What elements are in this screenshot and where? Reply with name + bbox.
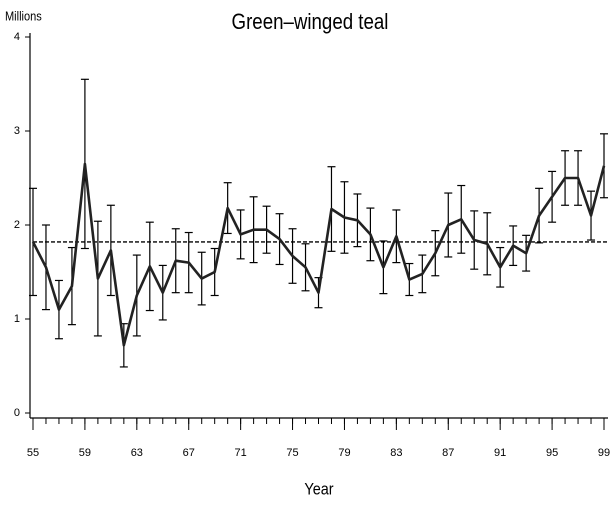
x-tick-label: 75 <box>286 447 298 459</box>
y-tick-label: 3 <box>14 125 20 137</box>
x-tick-label: 67 <box>183 447 195 459</box>
x-tick-label: 91 <box>494 447 506 459</box>
y-tick-label: 0 <box>14 407 20 419</box>
x-axis-label: Year <box>304 480 333 498</box>
y-tick-label: 4 <box>14 31 20 43</box>
x-tick-label: 63 <box>131 447 143 459</box>
x-tick-label: 83 <box>390 447 402 459</box>
y-tick-label: 2 <box>14 219 20 231</box>
x-tick-label: 95 <box>546 447 558 459</box>
x-tick-label: 99 <box>598 447 610 459</box>
chart-title: Green–winged teal <box>232 10 389 34</box>
y-tick-label: 1 <box>14 313 20 325</box>
x-tick-label: 79 <box>338 447 350 459</box>
x-tick-label: 59 <box>79 447 91 459</box>
x-tick-label: 87 <box>442 447 454 459</box>
x-tick-label: 55 <box>27 447 39 459</box>
x-tick-label: 71 <box>235 447 247 459</box>
y-axis-label: Millions <box>5 9 42 24</box>
series-line <box>31 162 606 347</box>
